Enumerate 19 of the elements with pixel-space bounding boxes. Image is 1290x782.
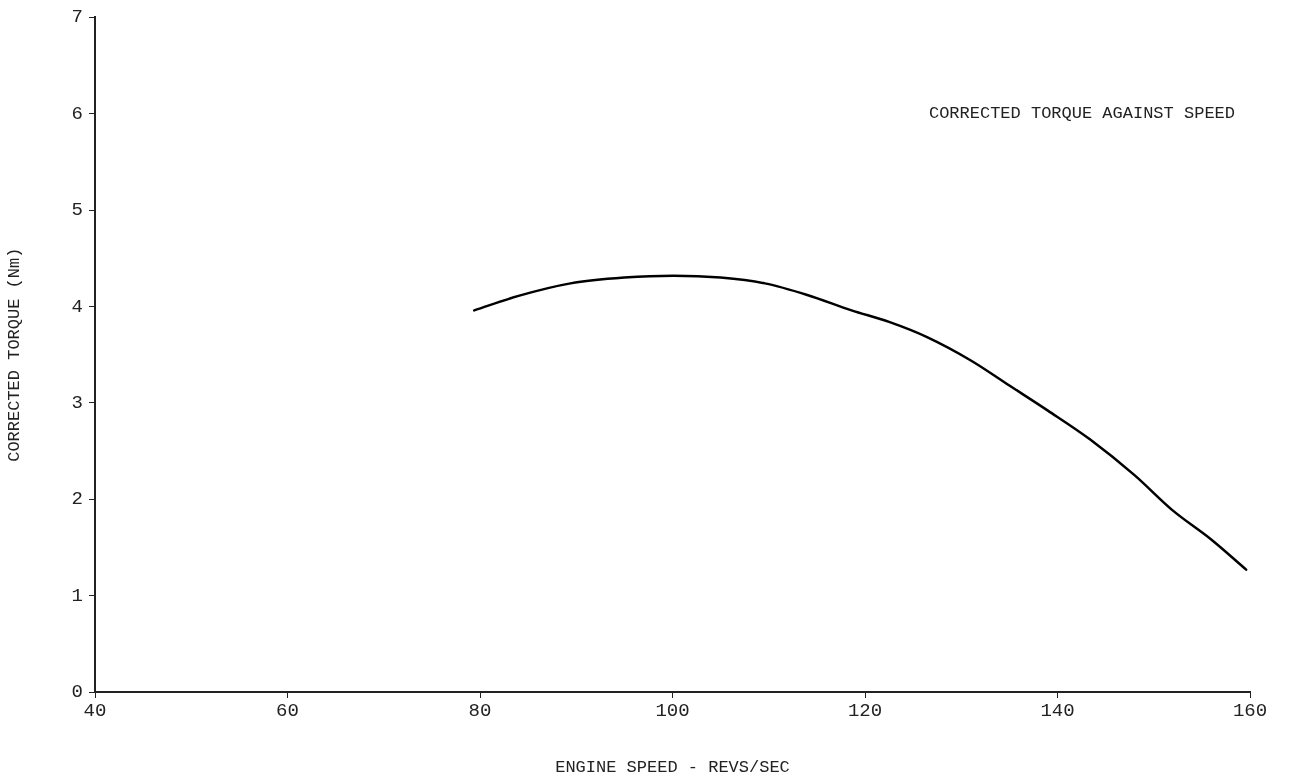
y-tick-label: 0: [71, 681, 83, 704]
x-tick-label: 160: [1232, 700, 1268, 723]
y-tick-label: 2: [71, 488, 83, 511]
x-tick-label: 100: [655, 700, 690, 723]
x-tick-label: 140: [1040, 700, 1075, 723]
line-series: [472, 274, 1248, 571]
y-tick-label: 4: [71, 295, 83, 318]
y-tick-label: 1: [71, 584, 83, 607]
x-tick-label: 80: [468, 700, 492, 723]
y-axis-title: CORRECTED TORQUE (Nm): [4, 247, 24, 462]
y-tick-label: 7: [71, 6, 83, 29]
x-tick-label: 40: [83, 700, 107, 723]
x-axis-title: ENGINE SPEED - REVS/SEC: [555, 758, 790, 778]
x-tick-label: 120: [847, 700, 883, 723]
y-tick-label: 6: [71, 102, 83, 125]
x-tick-label: 60: [276, 700, 299, 723]
y-tick-label: 5: [71, 199, 83, 222]
text: CORRECTED TORQUE AGAINST SPEED: [928, 104, 1235, 124]
y-tick-label: 3: [71, 391, 83, 414]
